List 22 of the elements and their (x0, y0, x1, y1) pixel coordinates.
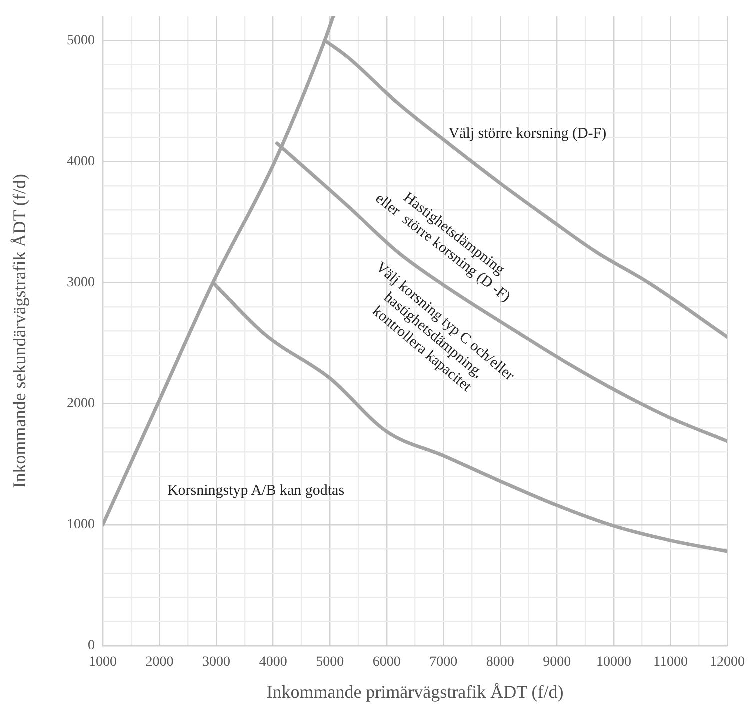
x-tick-label: 4000 (259, 655, 288, 670)
annotation: Korsningstyp A/B kan godtas (167, 483, 345, 500)
y-axis-title: Inkommande sekundärvägstrafik ÅDT (f/d) (10, 174, 30, 488)
y-tick-label: 2000 (67, 396, 95, 412)
annotation: Välj större korsning (D-F) (448, 126, 607, 142)
x-tick-label: 10000 (596, 655, 632, 670)
y-tick-label: 5000 (67, 33, 95, 48)
y-tick-label: 0 (88, 638, 95, 654)
y-tick-label: 3000 (67, 275, 95, 290)
x-tick-label: 1000 (89, 655, 117, 670)
x-tick-label: 8000 (486, 655, 514, 670)
x-tick-label: 2000 (146, 655, 174, 670)
x-tick-label: 11000 (653, 655, 688, 670)
y-tick-label: 4000 (67, 154, 95, 170)
x-tick-label: 9000 (543, 655, 572, 670)
y-tick-label: 1000 (67, 518, 95, 533)
x-tick-label: 7000 (430, 655, 458, 670)
x-tick-label: 6000 (372, 655, 401, 670)
x-tick-label: 5000 (316, 655, 344, 670)
x-tick-label: 3000 (202, 655, 231, 670)
x-axis-title: Inkommande primärvägstrafik ÅDT (f/d) (266, 682, 564, 702)
x-tick-label: 12000 (710, 655, 745, 670)
